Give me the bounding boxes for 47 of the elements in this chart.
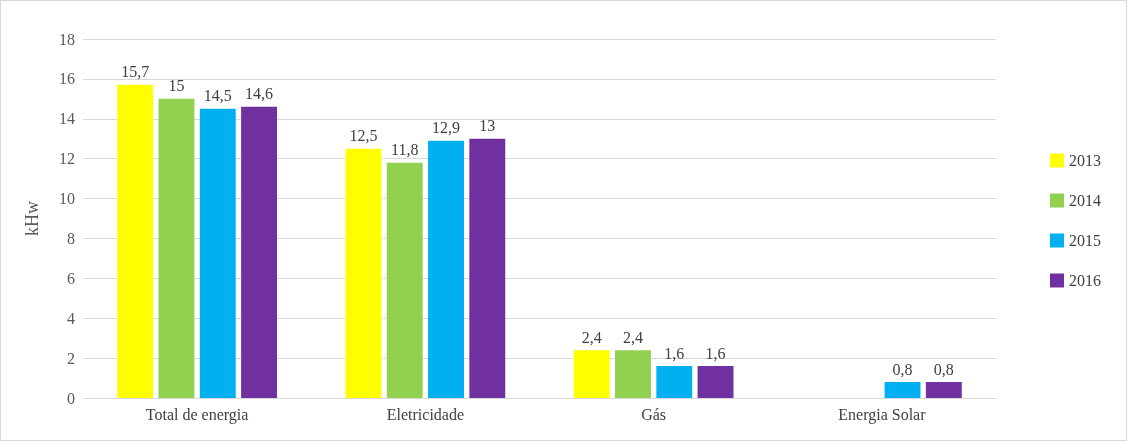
data-label: 2,4 (581, 328, 602, 346)
bar (925, 382, 962, 398)
bar (573, 350, 610, 398)
y-tick-label: 10 (59, 190, 75, 208)
data-label: 15,7 (121, 63, 150, 81)
x-tick-label: Total de energia (145, 405, 249, 424)
bar (428, 140, 464, 398)
bar (117, 84, 154, 398)
y-tick-label: 16 (59, 70, 75, 88)
data-label: 0,8 (933, 360, 954, 378)
y-tick-label: 0 (67, 389, 75, 407)
bar (615, 350, 651, 398)
y-tick-label: 14 (59, 110, 75, 128)
data-label: 1,6 (664, 344, 685, 362)
legend-label: 2016 (1069, 272, 1101, 289)
bar (697, 366, 734, 398)
x-tick-label: Eletricidade (386, 405, 465, 423)
bar (345, 148, 382, 398)
data-label: 2,4 (622, 328, 643, 346)
y-tick-label: 18 (59, 30, 75, 48)
data-label: 0,8 (892, 360, 913, 378)
data-label: 12,5 (349, 127, 378, 145)
bar (241, 106, 278, 398)
legend-label: 2013 (1069, 152, 1101, 169)
bar (884, 382, 921, 398)
y-tick-label: 8 (67, 229, 75, 247)
data-label: 13 (479, 117, 496, 135)
data-label: 1,6 (705, 344, 726, 362)
y-axis-title: kHw (22, 201, 42, 236)
data-label: 14,5 (203, 87, 232, 105)
y-tick-label: 12 (59, 150, 75, 168)
data-label: 15 (168, 77, 185, 95)
bar (199, 108, 236, 398)
bar (158, 98, 195, 398)
x-tick-label: Energia Solar (838, 405, 927, 424)
data-label: 12,9 (432, 119, 461, 137)
data-label: 14,6 (245, 85, 274, 103)
bar (656, 366, 693, 398)
x-tick-label: Gás (641, 405, 667, 423)
y-tick-label: 4 (67, 309, 75, 327)
bar (469, 138, 506, 398)
y-tick-label: 2 (67, 349, 75, 367)
legend-label: 2014 (1069, 192, 1101, 209)
legend-label: 2015 (1069, 232, 1101, 249)
data-label: 11,8 (391, 141, 419, 159)
y-tick-label: 6 (67, 269, 75, 287)
bar (386, 162, 423, 398)
